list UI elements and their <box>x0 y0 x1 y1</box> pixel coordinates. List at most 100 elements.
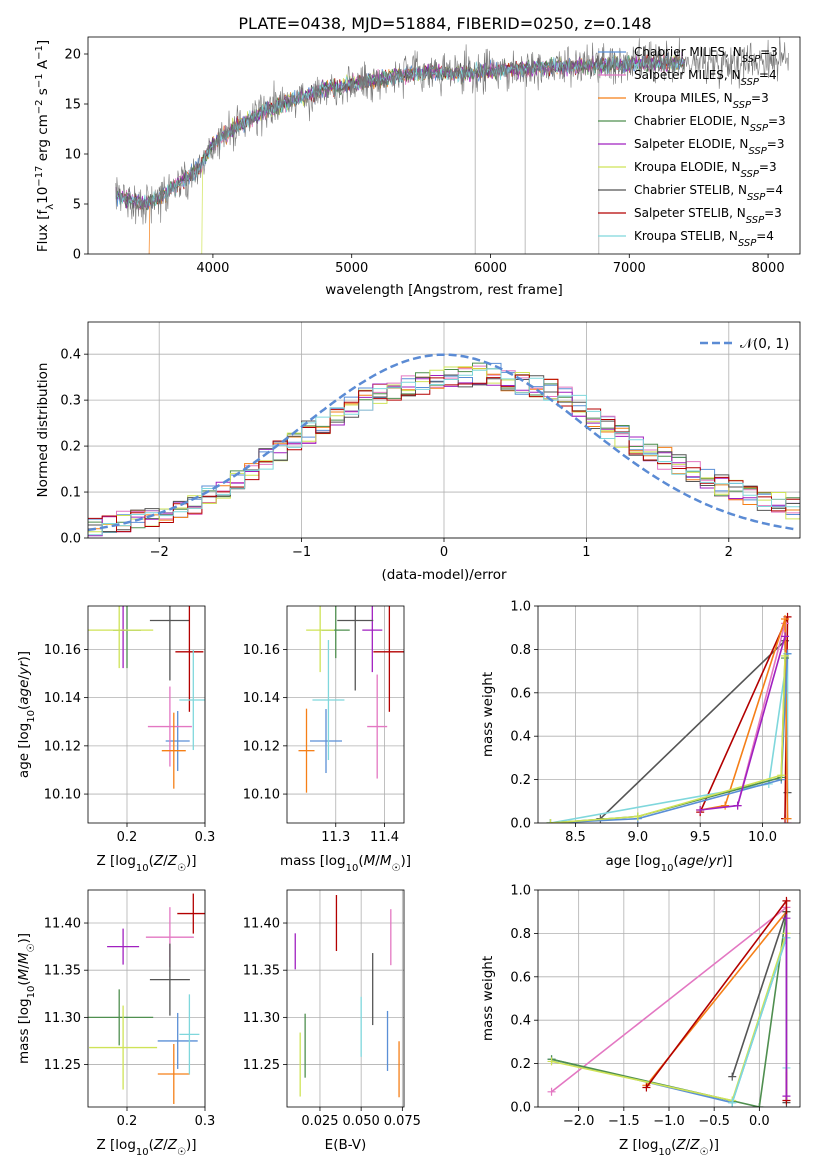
tick-label-x: 11.3 <box>321 830 350 845</box>
label-part: ( <box>16 705 32 710</box>
label-part: / <box>16 964 32 969</box>
tick-label-y: 0.0 <box>510 817 531 832</box>
histogram-kroupa_stelib <box>88 368 800 536</box>
tick-label-x: 0 <box>440 545 448 560</box>
label-part: SSP <box>747 192 766 203</box>
label-part: Z <box>153 853 164 869</box>
label-part: / <box>16 675 32 680</box>
label-part: =3 <box>767 137 785 151</box>
tick-label-y: 11.30 <box>243 1011 280 1026</box>
plot-area <box>298 606 404 793</box>
label-part: )] <box>186 1137 197 1153</box>
y-axis-label: age [log10(age/yr)] <box>16 651 37 778</box>
axes-age-vs-mass: 11.3 11.4 10.10 10.12 10.14 10.16 mass [log10(… <box>243 605 411 874</box>
axes-frame <box>87 889 206 1108</box>
tick-label-y: 10.10 <box>44 788 81 803</box>
label-part: ( <box>149 1137 154 1153</box>
label-part: Salpeter ELODIE, N <box>634 137 748 151</box>
tick-label-x: −1.0 <box>653 1114 685 1129</box>
label-part: ( <box>673 853 678 869</box>
label-part: / <box>163 853 168 869</box>
label-part: =4 <box>759 68 777 82</box>
grid <box>538 605 800 824</box>
tick-label-x: 0.0 <box>749 1114 770 1129</box>
weight-line-kroupa_stelib <box>550 653 789 823</box>
weight-marker-salpeter_stelib <box>782 896 791 905</box>
tick-label-x: 8.5 <box>565 830 586 845</box>
label-part: Z <box>153 1137 164 1153</box>
tick-label-y: 20 <box>64 48 81 63</box>
tick-label-y: 10.16 <box>243 643 280 658</box>
data-spectrum <box>115 37 789 225</box>
tick-label-x: −0.5 <box>698 1114 730 1129</box>
label-part: Chabrier ELODIE, N <box>634 114 750 128</box>
tick-label-x: 7000 <box>613 261 646 276</box>
plot-area <box>115 37 789 254</box>
label-part: ☉ <box>26 943 37 952</box>
legend-label-salpeter_elodie: Salpeter ELODIE, NSSP=3 <box>634 137 784 157</box>
weight-marker-salpeter_miles <box>547 1087 556 1096</box>
label-part: =3 <box>760 45 778 59</box>
label-part: ☉ <box>699 1147 708 1158</box>
model-spectrum-kroupa_miles <box>148 53 685 254</box>
label-part: SSP <box>741 169 760 180</box>
tick-label-y: 0.6 <box>510 970 531 985</box>
weight-line-chabrier_elodie <box>551 911 788 1107</box>
plot-area <box>88 893 205 1104</box>
label-part: Chabrier MILES, N <box>634 45 742 59</box>
label-part: Z <box>167 853 178 869</box>
tick-label-x: −2.0 <box>563 1114 595 1129</box>
grid <box>88 606 206 823</box>
label-part: yr <box>707 853 723 869</box>
legend-label-chabrier_stelib: Chabrier STELIB, NSSP=4 <box>634 183 783 203</box>
tick-label-y: 11.25 <box>243 1058 280 1073</box>
label-part: SSP <box>746 215 765 226</box>
label-part: ☉ <box>177 1147 186 1158</box>
label-part: / <box>375 853 380 869</box>
label-part: 10 <box>658 1147 671 1158</box>
label-part: M <box>380 853 392 869</box>
y-axis-label: mass weight <box>480 672 496 757</box>
tick-label-x: 2 <box>725 545 733 560</box>
tick-label-x: −1 <box>292 545 311 560</box>
label-part: SSP <box>733 100 752 111</box>
label-part: Salpeter STELIB, N <box>634 206 746 220</box>
label-part: 10 <box>661 863 674 874</box>
label-part: 10 <box>346 863 359 874</box>
tick-label-y: 0.8 <box>510 927 531 942</box>
label-part: Z [log <box>97 1137 136 1153</box>
axes-mass-vs-ebv: 0.025 0.050 0.075 11.25 11.30 11.35 11.40 E(B-V… <box>243 889 421 1153</box>
label-part: −2 <box>34 99 45 114</box>
label-part: Z <box>167 1137 178 1153</box>
tick-label-x: 0.2 <box>117 1114 138 1129</box>
tick-label-x: 9.0 <box>627 830 648 845</box>
weight-marker-kroupa_stelib <box>728 1098 737 1107</box>
label-part: 10 <box>136 1147 149 1158</box>
tick-label-y: 0.2 <box>510 773 531 788</box>
weight-marker-salpeter_elodie <box>782 1092 791 1101</box>
axes-spectrum: 4000 5000 6000 7000 8000 0 5 10 15 20 wavelength [… <box>34 36 801 298</box>
tick-label-y: 11.35 <box>44 964 81 979</box>
tick-label-y: 0.8 <box>510 643 531 658</box>
tick-label-y: 10.14 <box>243 691 280 706</box>
tick-label-y: 0.4 <box>510 1014 531 1029</box>
label-part: Z <box>675 1137 686 1153</box>
legend-label-chabrier_miles: Chabrier MILES, NSSP=3 <box>634 45 778 65</box>
legend-label-kroupa_stelib: Kroupa STELIB, NSSP=4 <box>634 229 774 249</box>
label-part: Z <box>689 1137 700 1153</box>
label-part: 10 <box>26 986 37 999</box>
axes-frame <box>286 605 405 824</box>
label-part: M <box>16 968 32 980</box>
legend-label-salpeter_stelib: Salpeter STELIB, NSSP=3 <box>634 206 782 226</box>
tick-label-y: 0.4 <box>510 730 531 745</box>
weight-marker-salpeter_elodie <box>696 805 705 814</box>
tick-label-y: 0.6 <box>510 686 531 701</box>
weight-marker-kroupa_miles <box>781 615 790 624</box>
tick-label-y: 10.12 <box>44 739 81 754</box>
label-part: λ <box>45 204 56 210</box>
legend-label-kroupa_miles: Kroupa MILES, NSSP=3 <box>634 91 769 111</box>
label-part: SSP <box>748 146 767 157</box>
